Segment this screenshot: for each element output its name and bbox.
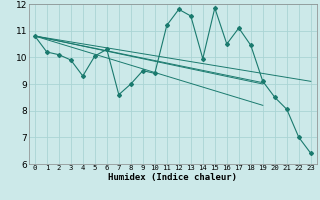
X-axis label: Humidex (Indice chaleur): Humidex (Indice chaleur) [108, 173, 237, 182]
